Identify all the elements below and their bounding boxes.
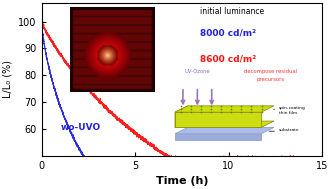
Text: 8000 cd/m²: 8000 cd/m² (200, 29, 256, 38)
Text: 8600 cd/m²: 8600 cd/m² (200, 55, 256, 64)
Text: wo-UVO: wo-UVO (60, 123, 101, 132)
Text: wi-UVO: wi-UVO (101, 71, 139, 80)
X-axis label: Time (h): Time (h) (156, 176, 208, 186)
Text: initial luminance: initial luminance (200, 7, 264, 16)
Y-axis label: L/L₀ (%): L/L₀ (%) (3, 60, 13, 98)
